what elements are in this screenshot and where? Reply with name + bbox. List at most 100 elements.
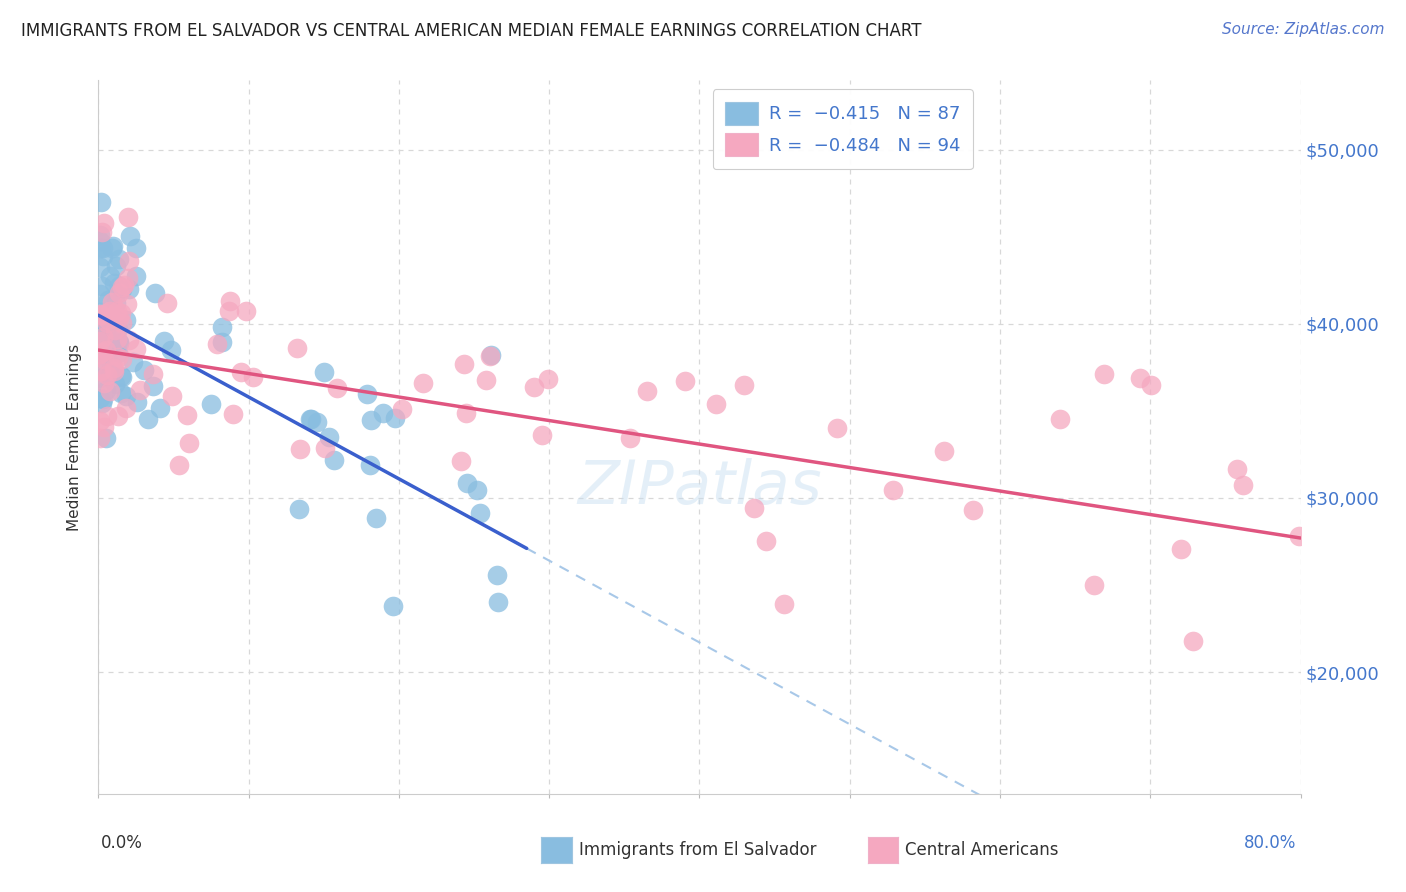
Point <box>465 483 488 498</box>
Point <box>523 380 546 394</box>
Point <box>211 320 233 334</box>
Point <box>322 453 344 467</box>
Point <box>93 216 115 230</box>
Point <box>179 436 201 450</box>
Point <box>773 597 796 611</box>
Point <box>89 334 111 348</box>
Point <box>1232 478 1254 492</box>
Point <box>359 458 381 472</box>
Point <box>456 406 478 420</box>
Point <box>101 339 124 353</box>
Point <box>134 363 156 377</box>
Y-axis label: Median Female Earnings: Median Female Earnings <box>67 343 83 531</box>
Point <box>96 368 118 382</box>
Point <box>89 234 111 248</box>
Point <box>111 316 134 330</box>
Point <box>110 306 132 320</box>
Point <box>360 412 382 426</box>
Point <box>94 343 117 357</box>
Point <box>111 369 134 384</box>
Point <box>450 454 472 468</box>
Point <box>107 334 129 349</box>
Point <box>108 311 131 326</box>
Point <box>103 361 125 376</box>
Point <box>120 229 142 244</box>
Point <box>742 501 765 516</box>
Point <box>90 304 112 318</box>
Point <box>176 409 198 423</box>
Point <box>882 483 904 497</box>
Point <box>125 395 148 409</box>
Text: Immigrants from El Salvador: Immigrants from El Salvador <box>579 841 817 859</box>
Point <box>142 368 165 382</box>
Point <box>755 534 778 549</box>
Point <box>382 599 405 613</box>
Point <box>1140 378 1163 392</box>
Point <box>457 475 479 490</box>
Point <box>105 332 128 346</box>
Point <box>101 238 124 252</box>
Point <box>125 342 148 356</box>
Point <box>479 348 502 362</box>
Point <box>105 303 128 318</box>
Point <box>636 384 658 398</box>
Point <box>90 364 112 378</box>
Point <box>167 458 190 472</box>
Point <box>91 322 114 336</box>
Point <box>115 389 138 403</box>
Point <box>1226 461 1249 475</box>
Point <box>107 335 129 350</box>
Point <box>104 377 127 392</box>
Point <box>704 397 727 411</box>
Point <box>107 409 129 423</box>
Point <box>89 194 111 209</box>
Point <box>93 352 115 367</box>
Point <box>312 365 335 379</box>
Point <box>962 503 984 517</box>
Point <box>160 343 183 358</box>
Point <box>98 384 121 399</box>
Point <box>934 443 956 458</box>
Point <box>468 506 491 520</box>
Point <box>89 414 111 428</box>
Point <box>111 280 134 294</box>
Point <box>536 372 558 386</box>
Point <box>356 386 378 401</box>
Point <box>98 368 121 382</box>
Text: Source: ZipAtlas.com: Source: ZipAtlas.com <box>1222 22 1385 37</box>
Point <box>222 407 245 421</box>
Point <box>96 326 118 340</box>
Point <box>530 428 553 442</box>
Point <box>89 347 111 361</box>
Point <box>107 321 129 335</box>
Point <box>89 431 111 445</box>
Point <box>108 285 131 300</box>
Point <box>96 383 118 397</box>
Point <box>91 396 114 410</box>
Point <box>235 303 257 318</box>
Point <box>619 431 641 445</box>
Point <box>673 374 696 388</box>
Point <box>1049 412 1071 426</box>
Point <box>229 365 252 379</box>
Point <box>89 227 111 242</box>
Point <box>89 324 111 338</box>
Point <box>101 240 124 254</box>
Point <box>142 378 165 392</box>
Text: 0.0%: 0.0% <box>101 834 143 852</box>
Point <box>318 430 340 444</box>
Point <box>371 407 394 421</box>
Point <box>475 373 498 387</box>
Point <box>218 304 240 318</box>
Point <box>125 269 148 284</box>
Point <box>93 419 115 434</box>
Point <box>412 376 434 390</box>
Point <box>299 411 322 425</box>
Point <box>91 321 114 335</box>
Point <box>285 341 308 355</box>
Point <box>115 312 138 326</box>
Point <box>94 337 117 351</box>
Point <box>97 319 120 334</box>
Point <box>205 337 228 351</box>
Point <box>733 378 755 392</box>
